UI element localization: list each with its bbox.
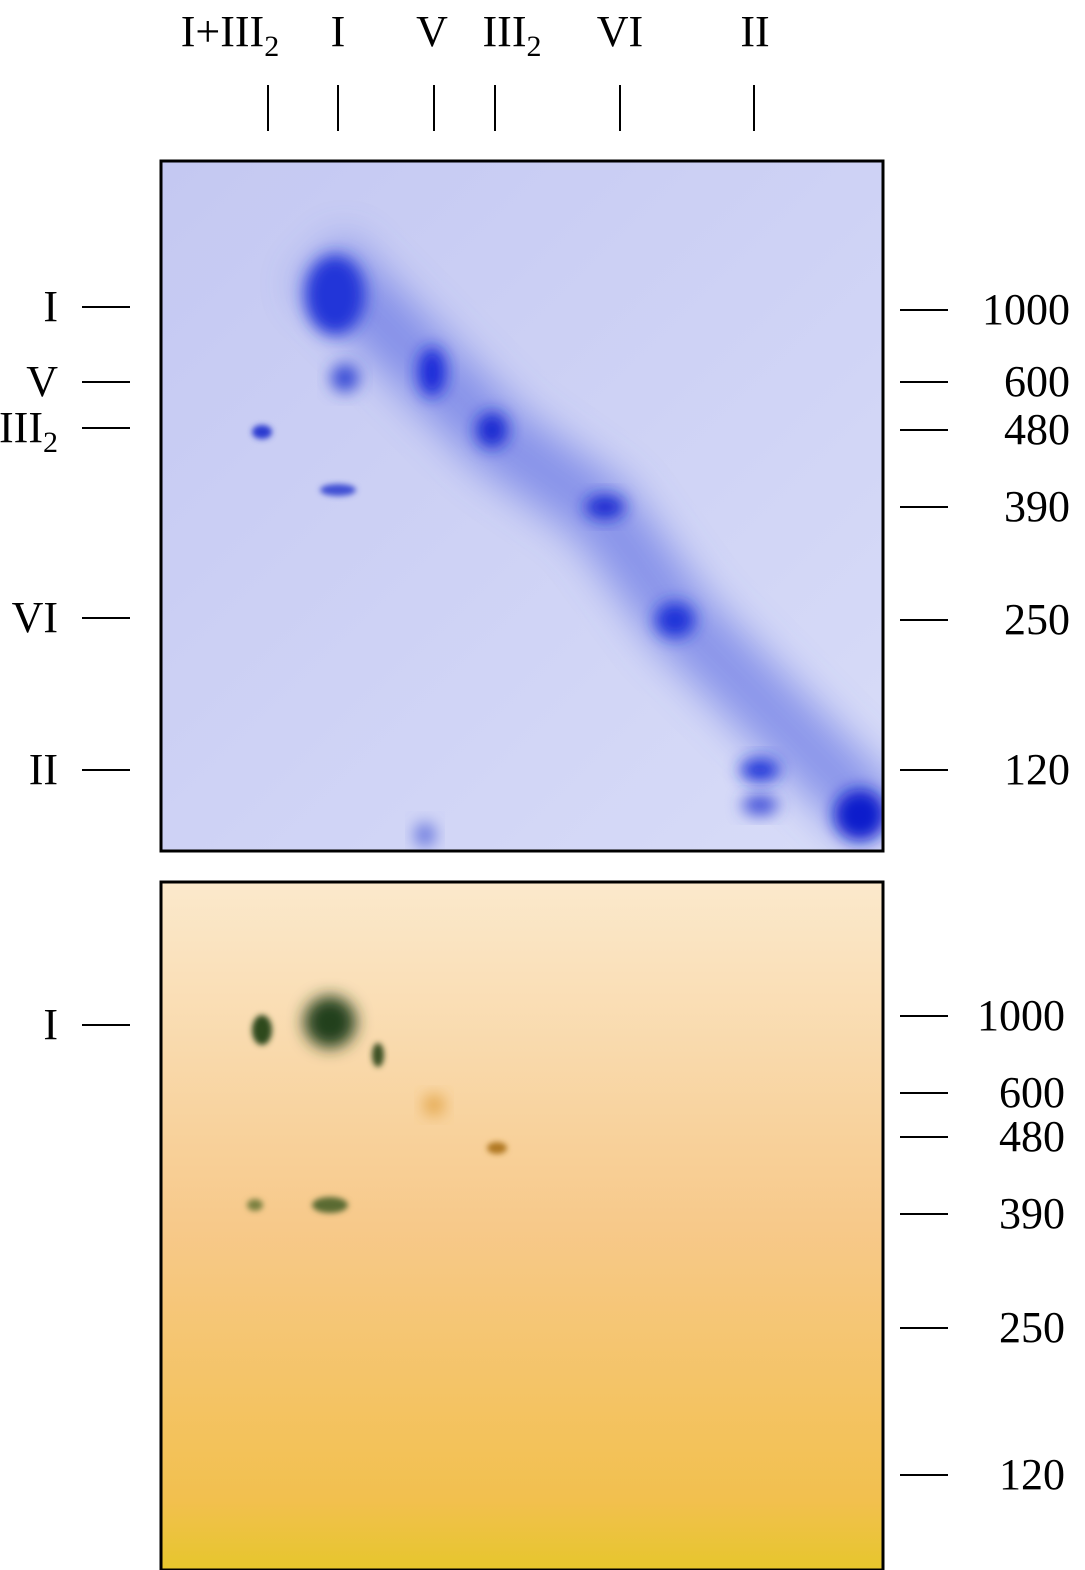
- label-text: I+III: [181, 7, 264, 56]
- label-text: I: [43, 282, 58, 331]
- label: V: [416, 7, 448, 56]
- size-label: 600: [999, 1068, 1065, 1117]
- label: VI: [12, 593, 58, 642]
- lower-gel-frame: [159, 880, 885, 1570]
- label-text: II: [740, 7, 769, 56]
- label-text: III: [483, 7, 527, 56]
- label: VI: [597, 7, 643, 56]
- label-text: VI: [597, 7, 643, 56]
- label-text: V: [416, 7, 448, 56]
- upper-gel-frame: [159, 159, 885, 853]
- label-text: II: [29, 745, 58, 794]
- size-label: 480: [1004, 405, 1070, 454]
- label: I: [331, 7, 346, 56]
- label: I: [43, 1000, 58, 1049]
- size-label: 390: [1004, 482, 1070, 531]
- label-subscript: 2: [526, 30, 541, 63]
- label: I: [43, 282, 58, 331]
- label: II: [29, 745, 58, 794]
- label: V: [26, 357, 58, 406]
- upper-gel: [161, 161, 883, 851]
- lower-gel: [161, 882, 883, 1570]
- label-subscript: 2: [43, 426, 58, 459]
- label-text: VI: [12, 593, 58, 642]
- label: I+III2: [181, 7, 279, 63]
- label-text: III: [0, 403, 43, 452]
- label: III2: [483, 7, 542, 63]
- label: II: [740, 7, 769, 56]
- size-label: 120: [999, 1450, 1065, 1499]
- size-label: 1000: [982, 285, 1070, 334]
- label: III2: [0, 403, 58, 459]
- size-label: 250: [999, 1303, 1065, 1352]
- size-label: 250: [1004, 595, 1070, 644]
- size-label: 390: [999, 1189, 1065, 1238]
- label-text: V: [26, 357, 58, 406]
- size-label: 600: [1004, 357, 1070, 406]
- label-subscript: 2: [264, 30, 279, 63]
- size-label: 1000: [977, 991, 1065, 1040]
- label-text: I: [43, 1000, 58, 1049]
- label-text: I: [331, 7, 346, 56]
- size-label: 120: [1004, 745, 1070, 794]
- size-label: 480: [999, 1112, 1065, 1161]
